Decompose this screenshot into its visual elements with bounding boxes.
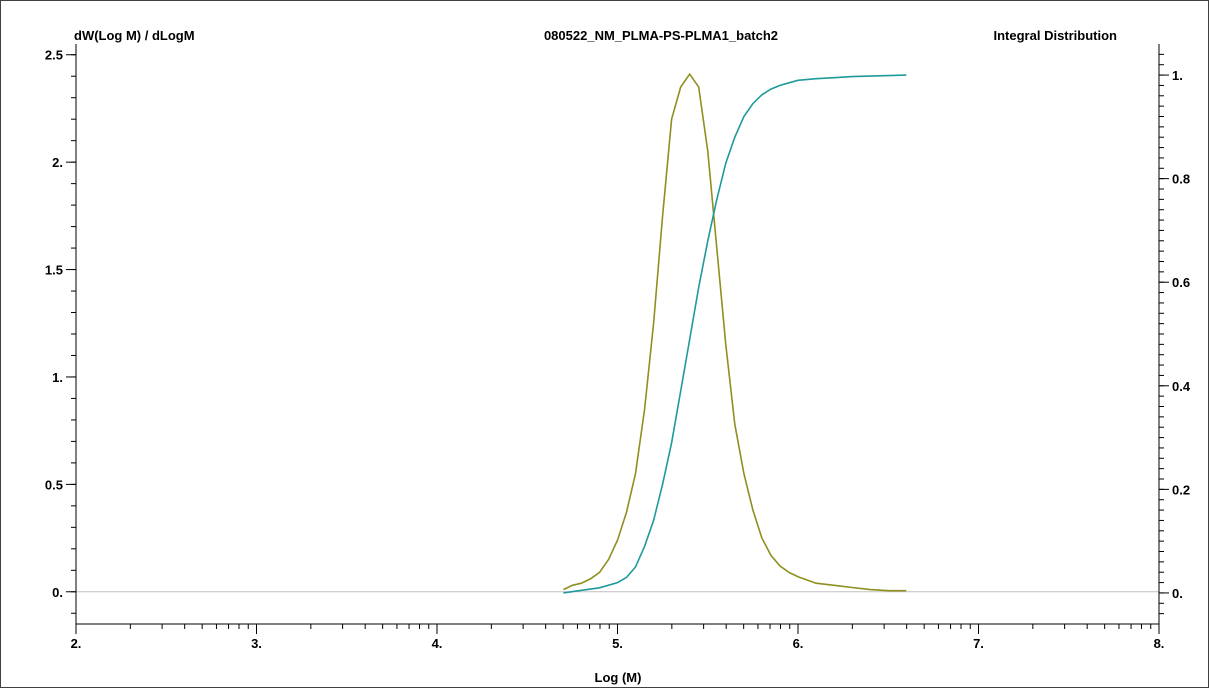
- y2-tick-label: 0.4: [1172, 379, 1191, 394]
- right-axis-title: Integral Distribution: [994, 28, 1118, 43]
- x-tick-label: 3.: [251, 636, 262, 651]
- sample-title: 080522_NM_PLMA-PS-PLMA1_batch2: [544, 28, 778, 43]
- y2-tick-label: 0.: [1172, 586, 1183, 601]
- x-tick-label: 4.: [432, 636, 443, 651]
- y2-tick-label: 1.: [1172, 68, 1183, 83]
- y-tick-label: 0.5: [45, 477, 63, 492]
- y2-tick-label: 0.6: [1172, 275, 1190, 290]
- x-tick-label: 8.: [1154, 636, 1165, 651]
- y-tick-label: 0.: [52, 585, 63, 600]
- x-tick-label: 2.: [71, 636, 82, 651]
- differential-distribution-curve: [563, 72, 907, 592]
- y-tick-label: 2.5: [45, 48, 63, 63]
- y-tick-label: 2.: [52, 155, 63, 170]
- curves: [563, 72, 907, 594]
- x-tick-label: 5.: [612, 636, 623, 651]
- y-tick-label: 1.5: [45, 263, 63, 278]
- x-tick-label: 7.: [973, 636, 984, 651]
- x-axis-title: Log (M): [595, 670, 642, 685]
- y-tick-label: 1.: [52, 370, 63, 385]
- left-axis-title: dW(Log M) / dLogM: [74, 28, 195, 43]
- y2-tick-label: 0.8: [1172, 172, 1190, 187]
- x-tick-label: 6.: [793, 636, 804, 651]
- integral-distribution-curve: [563, 74, 907, 594]
- y2-tick-label: 0.2: [1172, 482, 1190, 497]
- axes: 2. 3. 4. 5. 6. 7. 8. 0. 0.5 1. 1.5 2. 2.5 0. 0.2 0.4 0.6…: [45, 44, 1191, 651]
